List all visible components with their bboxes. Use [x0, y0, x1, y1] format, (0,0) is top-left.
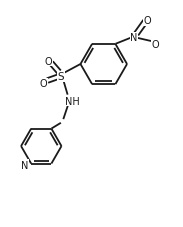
- Text: NH: NH: [65, 96, 79, 106]
- Text: N: N: [130, 33, 137, 43]
- Text: S: S: [58, 72, 64, 82]
- Text: O: O: [151, 39, 159, 49]
- Text: O: O: [143, 16, 151, 26]
- Text: O: O: [45, 57, 53, 67]
- Text: N: N: [21, 160, 28, 170]
- Text: O: O: [40, 79, 48, 89]
